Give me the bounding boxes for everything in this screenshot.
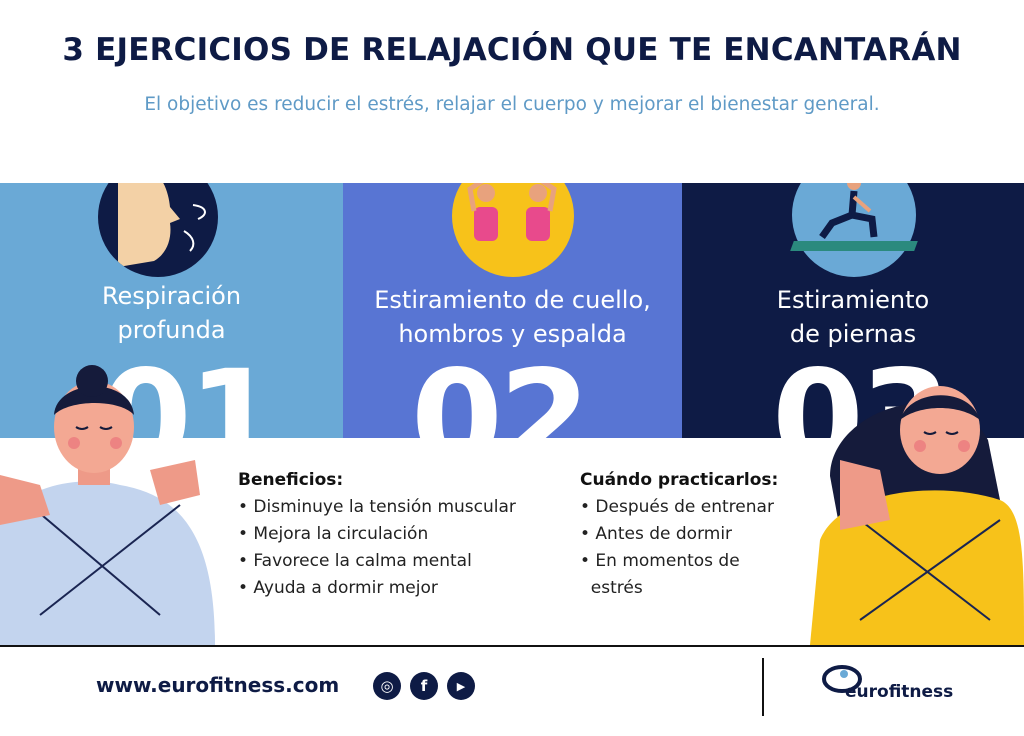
footer-divider bbox=[0, 645, 1024, 647]
breathing-face-icon bbox=[98, 183, 218, 277]
exercise-1-title: Respiración profunda bbox=[101, 282, 242, 344]
exercise-3-title: Estiramiento de piernas bbox=[776, 286, 930, 348]
leg-stretch-icon bbox=[792, 183, 916, 277]
benefits-heading: Beneficios: bbox=[238, 470, 344, 490]
benefit-item: • Ayuda a dormir mejor bbox=[238, 578, 438, 598]
benefit-item: • Mejora la circulación bbox=[238, 524, 429, 544]
exercise-2-number: 02. bbox=[411, 342, 637, 438]
exercise-panel-2: Estiramiento de cuello, hombros y espald… bbox=[343, 183, 682, 438]
page-title: 3 EJERCICIOS DE RELAJACIÓN QUE TE ENCANT… bbox=[62, 32, 962, 68]
website-link[interactable]: www.eurofitness.com bbox=[96, 673, 340, 697]
when-item: • Después de entrenar bbox=[580, 497, 774, 517]
facebook-icon[interactable]: f bbox=[410, 672, 438, 700]
woman-hugging-illustration-left bbox=[0, 365, 215, 645]
when-item: estrés bbox=[580, 578, 643, 598]
eurofitness-logo: eurofitness bbox=[845, 682, 954, 702]
footer-separator bbox=[762, 658, 764, 716]
yoga-mat bbox=[790, 241, 918, 251]
when-item: • En momentos de bbox=[580, 551, 740, 571]
when-heading: Cuándo practicarlos: bbox=[580, 470, 779, 490]
benefit-item: • Disminuye la tensión muscular bbox=[238, 497, 516, 517]
exercise-2-title: Estiramiento de cuello, hombros y espald… bbox=[374, 286, 651, 348]
when-item: • Antes de dormir bbox=[580, 524, 733, 544]
exercise-1-number: 01. bbox=[100, 342, 326, 438]
eurofitness-logo-icon bbox=[822, 665, 862, 693]
page-subtitle: El objetivo es reducir el estrés, relaja… bbox=[144, 94, 880, 115]
instagram-icon[interactable]: ◎ bbox=[373, 672, 401, 700]
benefit-item: • Favorece la calma mental bbox=[238, 551, 472, 571]
exercise-panel-1: Respiración profunda 01. bbox=[0, 183, 343, 438]
neck-stretch-icon bbox=[452, 183, 574, 277]
youtube-icon[interactable]: ▶ bbox=[447, 672, 475, 700]
woman-hugging-illustration-right bbox=[810, 386, 1024, 645]
